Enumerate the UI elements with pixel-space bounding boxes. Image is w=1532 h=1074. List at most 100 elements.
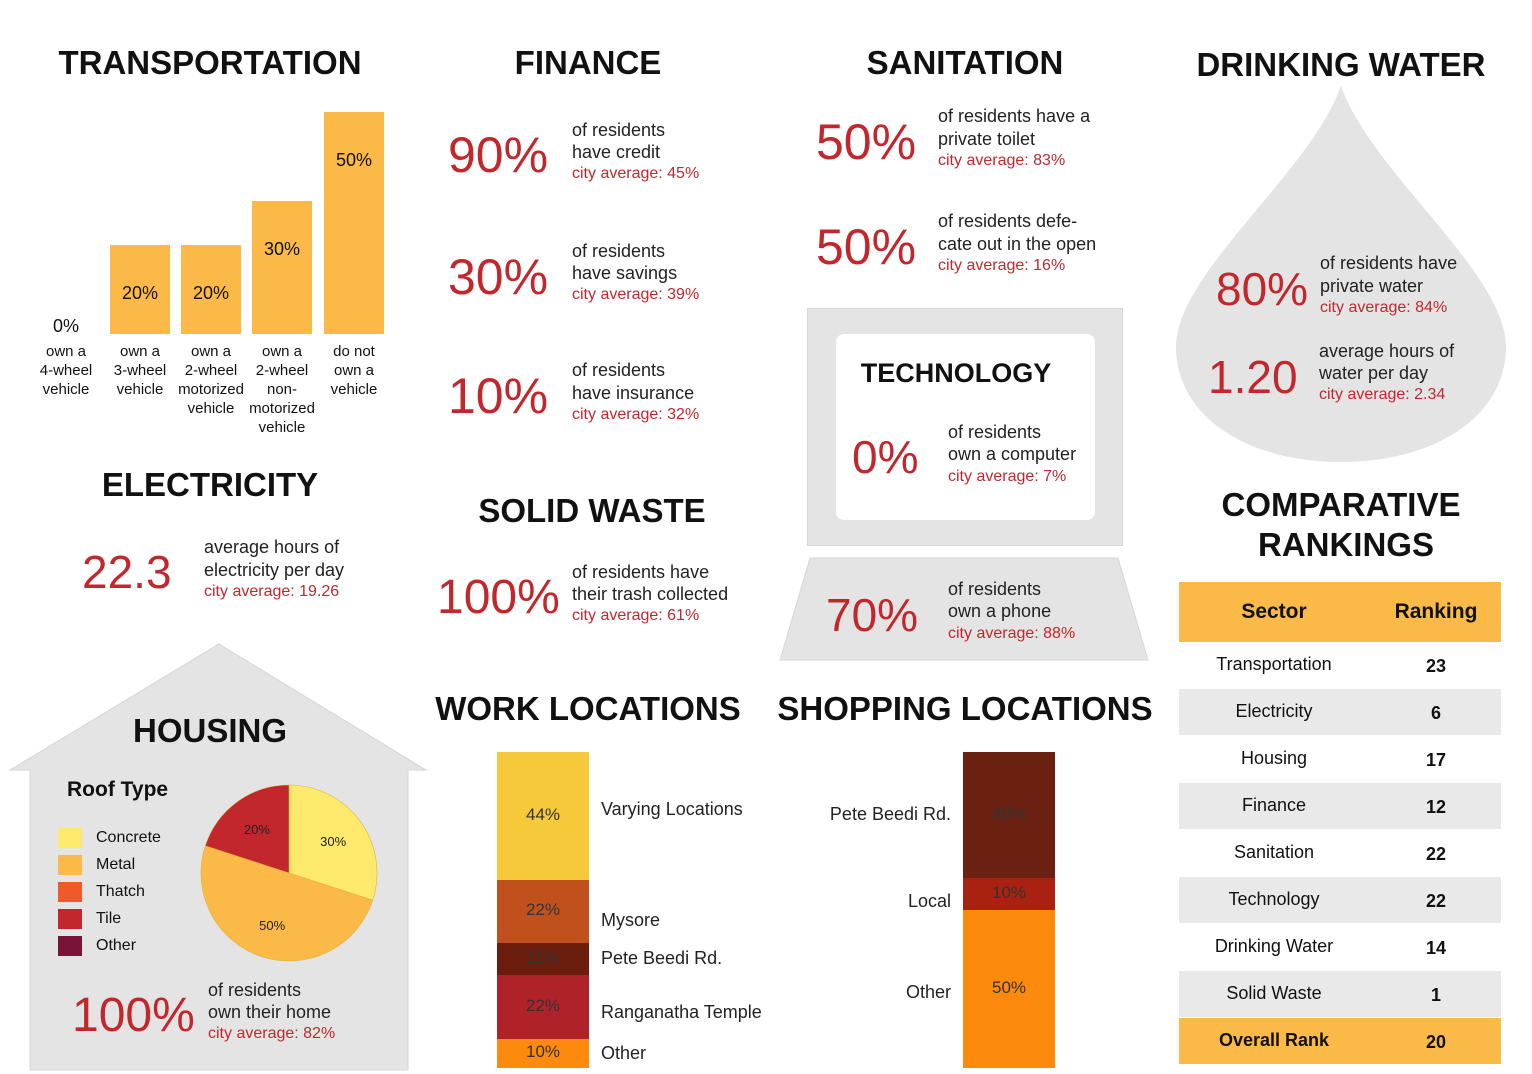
electricity-desc-1: average hours of bbox=[204, 537, 340, 557]
sanitation-title: SANITATION bbox=[866, 44, 1064, 81]
finance-savings-city: city average: 39% bbox=[572, 286, 700, 303]
rankings-sector: Overall Rank bbox=[1218, 1030, 1330, 1050]
legend-label-tile: Tile bbox=[96, 910, 122, 927]
water-hours-city: city average: 2.34 bbox=[1319, 386, 1446, 403]
rankings-title-line-1: COMPARATIVE bbox=[1221, 486, 1461, 523]
finance-savings-desc-1: of residents bbox=[572, 241, 666, 261]
rankings-rank: 14 bbox=[1425, 938, 1447, 958]
housing-own-desc-1: of residents bbox=[208, 980, 302, 1000]
transport-bar-value-3: 30% bbox=[263, 238, 301, 259]
pie-slice-tile bbox=[204, 784, 290, 874]
finance-savings-desc-2: have savings bbox=[572, 263, 678, 283]
transport-category-1-line-1: 3-wheel bbox=[113, 362, 167, 379]
shop-segment-value-1: 10% bbox=[991, 883, 1027, 903]
electricity-title: ELECTRICITY bbox=[101, 466, 319, 503]
solid-waste-desc-1: of residents have bbox=[572, 562, 710, 582]
rankings-rank: 22 bbox=[1425, 844, 1447, 864]
electricity-value: 22.3 bbox=[82, 546, 172, 598]
legend-swatch-thatch bbox=[58, 882, 82, 902]
rankings-rank: 23 bbox=[1425, 656, 1447, 676]
rankings-overall-row: Overall Rank 20 bbox=[1179, 1018, 1501, 1064]
legend-label-thatch: Thatch bbox=[96, 883, 145, 900]
transport-category-1-line-2: vehicle bbox=[116, 381, 164, 398]
rankings-row-7: Solid Waste 1 bbox=[1179, 971, 1501, 1017]
rankings-rank: 22 bbox=[1425, 891, 1447, 911]
solid-waste-value: 100% bbox=[437, 571, 560, 624]
water-hours-value: 1.20 bbox=[1208, 351, 1298, 403]
rankings-rank: 20 bbox=[1425, 1032, 1447, 1052]
work-segment-3: 22% bbox=[497, 975, 589, 1039]
rankings-row-4: Sanitation 22 bbox=[1179, 830, 1501, 876]
transport-category-0-line-1: 4-wheel bbox=[39, 362, 93, 379]
technology-phone-city: city average: 88% bbox=[948, 625, 1076, 642]
transport-category-4-line-0: do not bbox=[333, 343, 375, 360]
shop-label-0: Pete Beedi Rd. bbox=[829, 804, 951, 825]
solid-waste-title: SOLID WASTE bbox=[478, 492, 706, 529]
shop-segment-0: 40% bbox=[963, 752, 1055, 879]
transport-bar-2 bbox=[181, 245, 241, 334]
shopping-locations-title: SHOPPING LOCATIONS bbox=[777, 690, 1153, 727]
work-segment-value-1: 22% bbox=[525, 900, 561, 920]
rankings-row-0: Transportation 23 bbox=[1179, 642, 1501, 688]
transport-category-0-line-2: vehicle bbox=[42, 381, 90, 398]
work-segment-4: 10% bbox=[497, 1039, 589, 1068]
sanitation-toilet-desc-1: of residents have a bbox=[938, 106, 1091, 126]
rankings-row-5: Technology 22 bbox=[1179, 877, 1501, 923]
finance-credit-city: city average: 45% bbox=[572, 165, 700, 182]
transport-category-2-line-1: 2-wheel bbox=[184, 362, 238, 379]
rankings-sector: Finance bbox=[1241, 795, 1307, 815]
rankings-row-1: Electricity 6 bbox=[1179, 689, 1501, 735]
drinking-water-title: DRINKING WATER bbox=[1196, 46, 1486, 83]
sanitation-open-desc-1: of residents defe- bbox=[938, 211, 1078, 231]
pie-slice-concrete bbox=[288, 784, 378, 901]
transport-category-3-line-3: motorized bbox=[249, 400, 315, 417]
transport-category-1-line-0: own a bbox=[119, 343, 161, 360]
rankings-rank: 12 bbox=[1425, 797, 1447, 817]
water-hours-desc-1: average hours of bbox=[1319, 341, 1455, 361]
pie-label-concrete: 30% bbox=[320, 834, 346, 849]
work-segment-value-4: 10% bbox=[525, 1042, 561, 1062]
rankings-header-sector: Sector bbox=[1241, 600, 1307, 623]
technology-phone-desc-2: own a phone bbox=[948, 601, 1052, 621]
finance-title: FINANCE bbox=[514, 44, 662, 81]
solid-waste-city: city average: 61% bbox=[572, 607, 700, 624]
sanitation-open-value: 50% bbox=[816, 219, 917, 275]
rankings-sector: Solid Waste bbox=[1226, 983, 1322, 1003]
water-private-desc-1: of residents have bbox=[1320, 253, 1458, 273]
legend-label-metal: Metal bbox=[96, 856, 136, 873]
rankings-sector: Technology bbox=[1228, 889, 1320, 909]
transport-category-2-line-2: motorized bbox=[178, 381, 244, 398]
transport-bar-value-2: 20% bbox=[192, 283, 230, 304]
computer-screen bbox=[836, 334, 1095, 520]
solid-waste-desc-2: their trash collected bbox=[572, 584, 729, 604]
rankings-title-line-2: RANKINGS bbox=[1257, 526, 1434, 563]
rankings-row-2: Housing 17 bbox=[1179, 736, 1501, 782]
water-drop-shape bbox=[1175, 86, 1507, 462]
transport-category-3-line-4: vehicle bbox=[258, 419, 306, 436]
finance-insurance-city: city average: 32% bbox=[572, 406, 700, 423]
rankings-header-row: Sector Ranking bbox=[1179, 582, 1501, 642]
transport-bar-value-1: 20% bbox=[121, 283, 159, 304]
finance-credit-desc-2: have credit bbox=[572, 142, 661, 162]
rankings-sector: Drinking Water bbox=[1214, 936, 1334, 956]
work-label-1: Mysore bbox=[601, 910, 661, 931]
work-label-0: Varying Locations bbox=[601, 798, 743, 819]
transport-bar-1 bbox=[110, 245, 170, 334]
sanitation-open-desc-2: cate out in the open bbox=[938, 234, 1097, 254]
work-segment-value-0: 44% bbox=[525, 804, 561, 824]
work-segment-0: 44% bbox=[497, 752, 589, 880]
legend-label-other: Other bbox=[96, 937, 137, 954]
finance-insurance-desc-1: of residents bbox=[572, 360, 666, 380]
transport-bar-4 bbox=[324, 112, 384, 334]
transport-category-2-line-3: vehicle bbox=[187, 400, 235, 417]
work-segment-value-2: 11% bbox=[526, 948, 560, 968]
rankings-row-3: Finance 12 bbox=[1179, 783, 1501, 829]
transport-category-4: do not own a vehicle bbox=[312, 342, 396, 399]
housing-own-value: 100% bbox=[72, 989, 195, 1042]
shop-segment-value-0: 40% bbox=[991, 804, 1027, 824]
shop-segment-value-2: 50% bbox=[991, 978, 1027, 997]
rankings-row-6: Drinking Water 14 bbox=[1179, 924, 1501, 970]
technology-computer-value: 0% bbox=[852, 431, 919, 483]
rankings-header-ranking: Ranking bbox=[1394, 600, 1478, 623]
roof-type-title: Roof Type bbox=[67, 778, 169, 801]
